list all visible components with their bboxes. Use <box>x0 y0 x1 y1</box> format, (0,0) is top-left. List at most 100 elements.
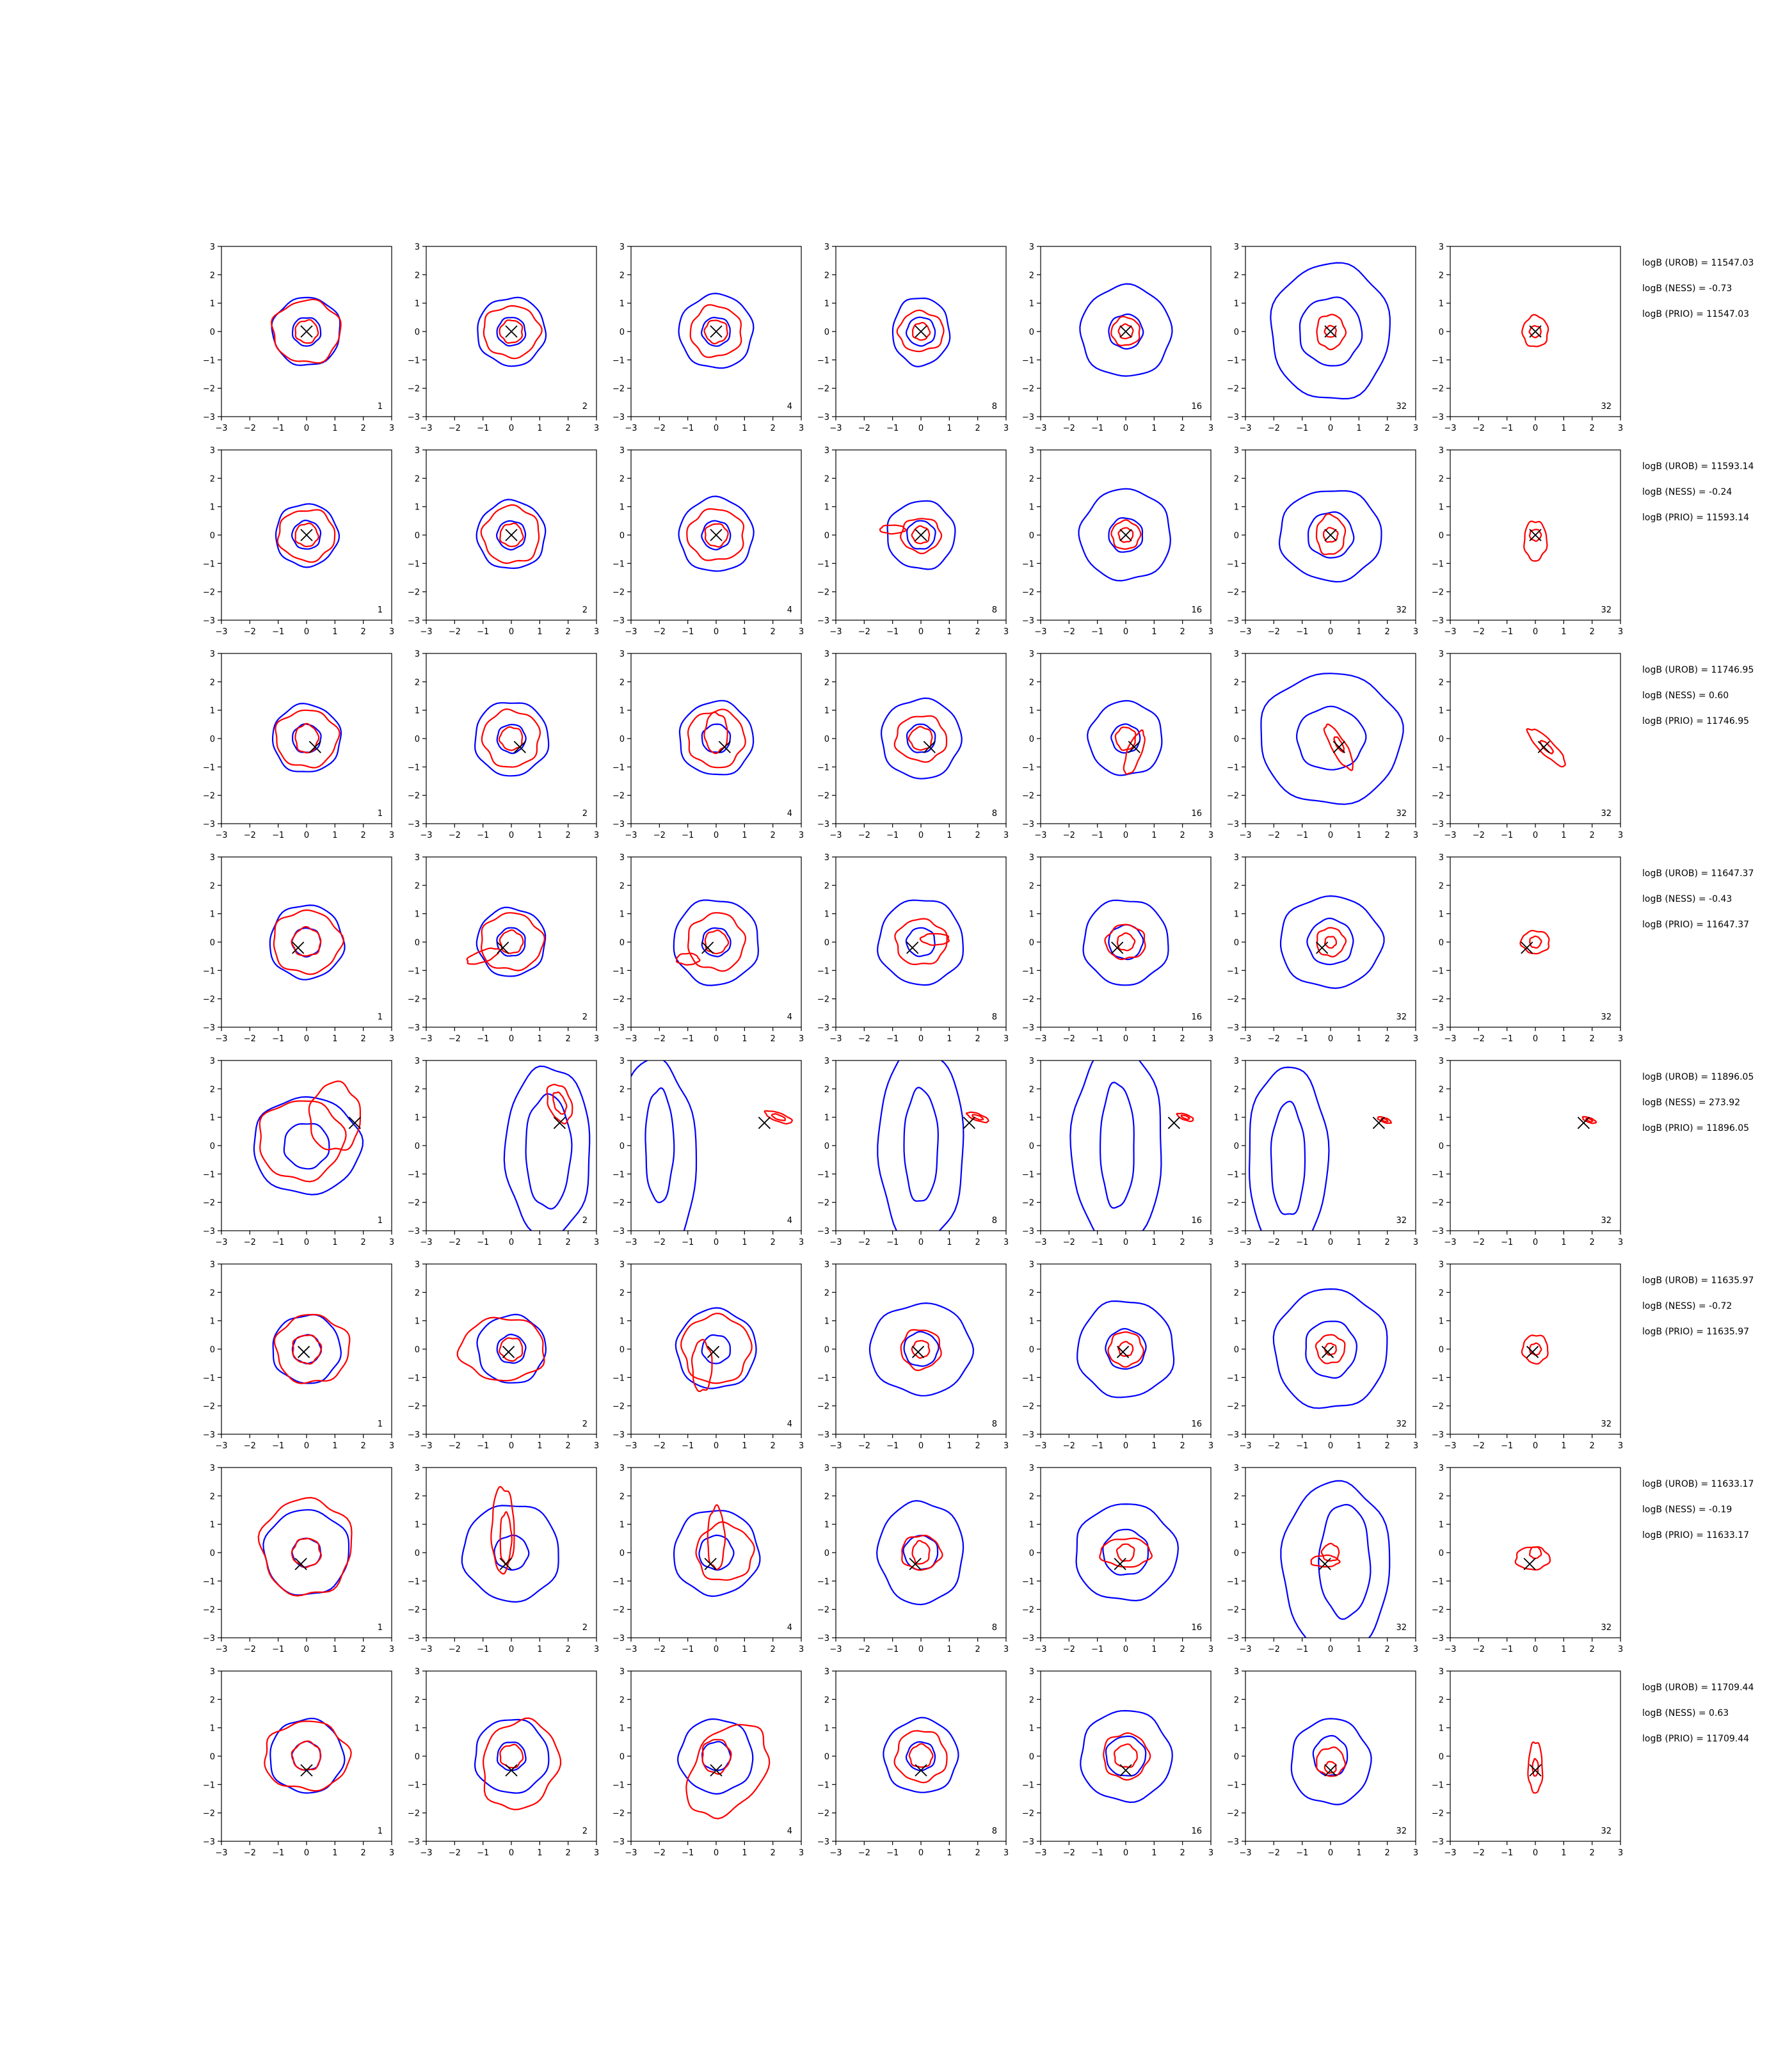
y-tick-label: 2 <box>1029 1695 1034 1705</box>
blue-contour <box>493 1534 530 1571</box>
blue-contour <box>1308 511 1355 559</box>
red-contour <box>1324 936 1337 949</box>
panel-label: 8 <box>992 1420 997 1429</box>
red-contour <box>456 1316 545 1382</box>
plot-area <box>877 1060 989 1231</box>
x-tick-label: 1 <box>1151 627 1156 637</box>
panel-r8-c6: −3−3 −2 −2 −1 −1 0 0 1 1 2 2 3 3 32 <box>1227 1667 1418 1858</box>
y-tick-label: 1 <box>415 1521 420 1530</box>
y-tick-label: 2 <box>415 1695 420 1705</box>
y-tick-label: −3 <box>408 1023 420 1033</box>
x-tick-label: 1 <box>332 1034 337 1044</box>
plot-area <box>271 702 342 772</box>
x-tick-label: 2 <box>1385 1848 1390 1858</box>
x-tick-label: −2 <box>1063 831 1075 840</box>
y-tick-label: −1 <box>817 763 829 772</box>
y-tick-label: −1 <box>203 559 215 569</box>
x-tick-label: −1 <box>1501 627 1513 637</box>
true-value-marker <box>1119 529 1132 541</box>
blue-contour <box>892 297 951 368</box>
x-tick-label: 1 <box>537 424 542 433</box>
x-tick-label: −3 <box>1034 1034 1046 1044</box>
x-tick-label: 0 <box>509 627 514 637</box>
y-tick-label: 1 <box>824 1521 829 1530</box>
true-value-marker <box>300 325 313 338</box>
x-tick-label: 2 <box>1180 1645 1185 1654</box>
logb-stat: logB (UROB) = 11635.97 <box>1642 1276 1754 1286</box>
x-tick-label: −3 <box>1034 1645 1046 1654</box>
x-tick-label: −2 <box>1268 1848 1280 1858</box>
plot-area <box>1075 1503 1180 1602</box>
logb-stat: logB (NESS) = 0.63 <box>1642 1708 1729 1718</box>
x-tick-label: −1 <box>682 1645 694 1654</box>
logb-stat: logB (UROB) = 11709.44 <box>1642 1683 1754 1693</box>
x-tick-label: −1 <box>1296 1441 1308 1451</box>
y-tick-label: −3 <box>1432 1227 1444 1236</box>
red-contour <box>308 1080 361 1151</box>
y-tick-label: 2 <box>210 881 215 891</box>
x-tick-label: −2 <box>653 1034 666 1044</box>
plot-area <box>883 1716 959 1793</box>
panel-label: 4 <box>787 1623 792 1633</box>
x-tick-label: 3 <box>1208 1441 1213 1451</box>
y-tick-label: 0 <box>1439 328 1444 337</box>
x-tick-label: −3 <box>625 831 637 840</box>
x-tick-label: −2 <box>1473 627 1485 637</box>
x-tick-label: 0 <box>304 831 309 840</box>
y-tick-label: 3 <box>1234 650 1239 659</box>
y-tick-label: 1 <box>1439 1521 1444 1530</box>
y-tick-label: 1 <box>415 1114 420 1123</box>
panel-r7-c7: −3−3 −2 −2 −1 −1 0 0 1 1 2 2 3 3 32 <box>1432 1464 1623 1654</box>
y-tick-label: 0 <box>1439 1345 1444 1355</box>
x-tick-label: 2 <box>975 424 980 433</box>
panel-r8-c7: −3−3 −2 −2 −1 −1 0 0 1 1 2 2 3 3 32 <box>1432 1667 1623 1858</box>
x-tick-label: −1 <box>886 831 899 840</box>
true-value-marker <box>502 1345 515 1359</box>
plot-area <box>1279 895 1385 989</box>
red-contour <box>291 1537 322 1569</box>
y-tick-label: −3 <box>1227 1430 1239 1440</box>
y-tick-label: −3 <box>203 1430 215 1440</box>
y-tick-label: 1 <box>1234 503 1239 513</box>
x-tick-label: 2 <box>1180 1034 1185 1044</box>
y-tick-label: 3 <box>415 243 420 252</box>
y-tick-label: 2 <box>1439 1695 1444 1705</box>
x-tick-label: −1 <box>886 1441 899 1451</box>
x-tick-label: −1 <box>1501 1034 1513 1044</box>
x-tick-label: −3 <box>625 1034 637 1044</box>
panel-r2-c5: −3−3 −2 −2 −1 −1 0 0 1 1 2 2 3 3 16 <box>1022 446 1213 637</box>
x-tick-label: 1 <box>332 627 337 637</box>
y-tick-label: 2 <box>210 271 215 280</box>
x-tick-label: 2 <box>975 831 980 840</box>
red-contour <box>1528 324 1542 339</box>
blue-contour <box>1305 1320 1358 1379</box>
y-tick-label: 0 <box>824 1345 829 1355</box>
y-tick-label: 0 <box>824 1752 829 1762</box>
y-tick-label: −2 <box>1432 792 1444 801</box>
y-tick-label: 1 <box>1029 1521 1034 1530</box>
x-tick-label: 2 <box>1590 1645 1595 1654</box>
x-tick-label: −2 <box>653 1645 666 1654</box>
x-tick-label: 3 <box>1413 1441 1418 1451</box>
y-tick-label: 2 <box>1029 474 1034 484</box>
x-tick-label: −3 <box>1444 424 1456 433</box>
red-contour <box>1099 1537 1153 1568</box>
y-tick-label: −3 <box>817 413 829 422</box>
x-tick-label: −1 <box>1296 1848 1308 1858</box>
blue-contour <box>1102 1528 1149 1576</box>
blue-contour <box>1076 1300 1175 1398</box>
panel-r1-c5: −3−3 −2 −2 −1 −1 0 0 1 1 2 2 3 3 16 <box>1022 243 1213 433</box>
x-tick-label: 3 <box>1618 424 1623 433</box>
y-tick-label: 3 <box>210 1667 215 1677</box>
plot-area <box>272 1313 351 1384</box>
x-tick-label: −3 <box>829 1645 842 1654</box>
y-tick-label: −2 <box>1022 1199 1034 1208</box>
x-tick-label: −2 <box>449 1645 461 1654</box>
y-tick-label: 2 <box>620 474 625 484</box>
red-contour <box>1324 324 1337 338</box>
y-tick-label: 3 <box>1439 1057 1444 1066</box>
y-tick-label: 0 <box>210 1142 215 1151</box>
x-tick-label: −2 <box>1063 1848 1075 1858</box>
y-tick-label: 0 <box>415 735 420 744</box>
logb-stat: logB (NESS) = -0.43 <box>1642 894 1732 904</box>
